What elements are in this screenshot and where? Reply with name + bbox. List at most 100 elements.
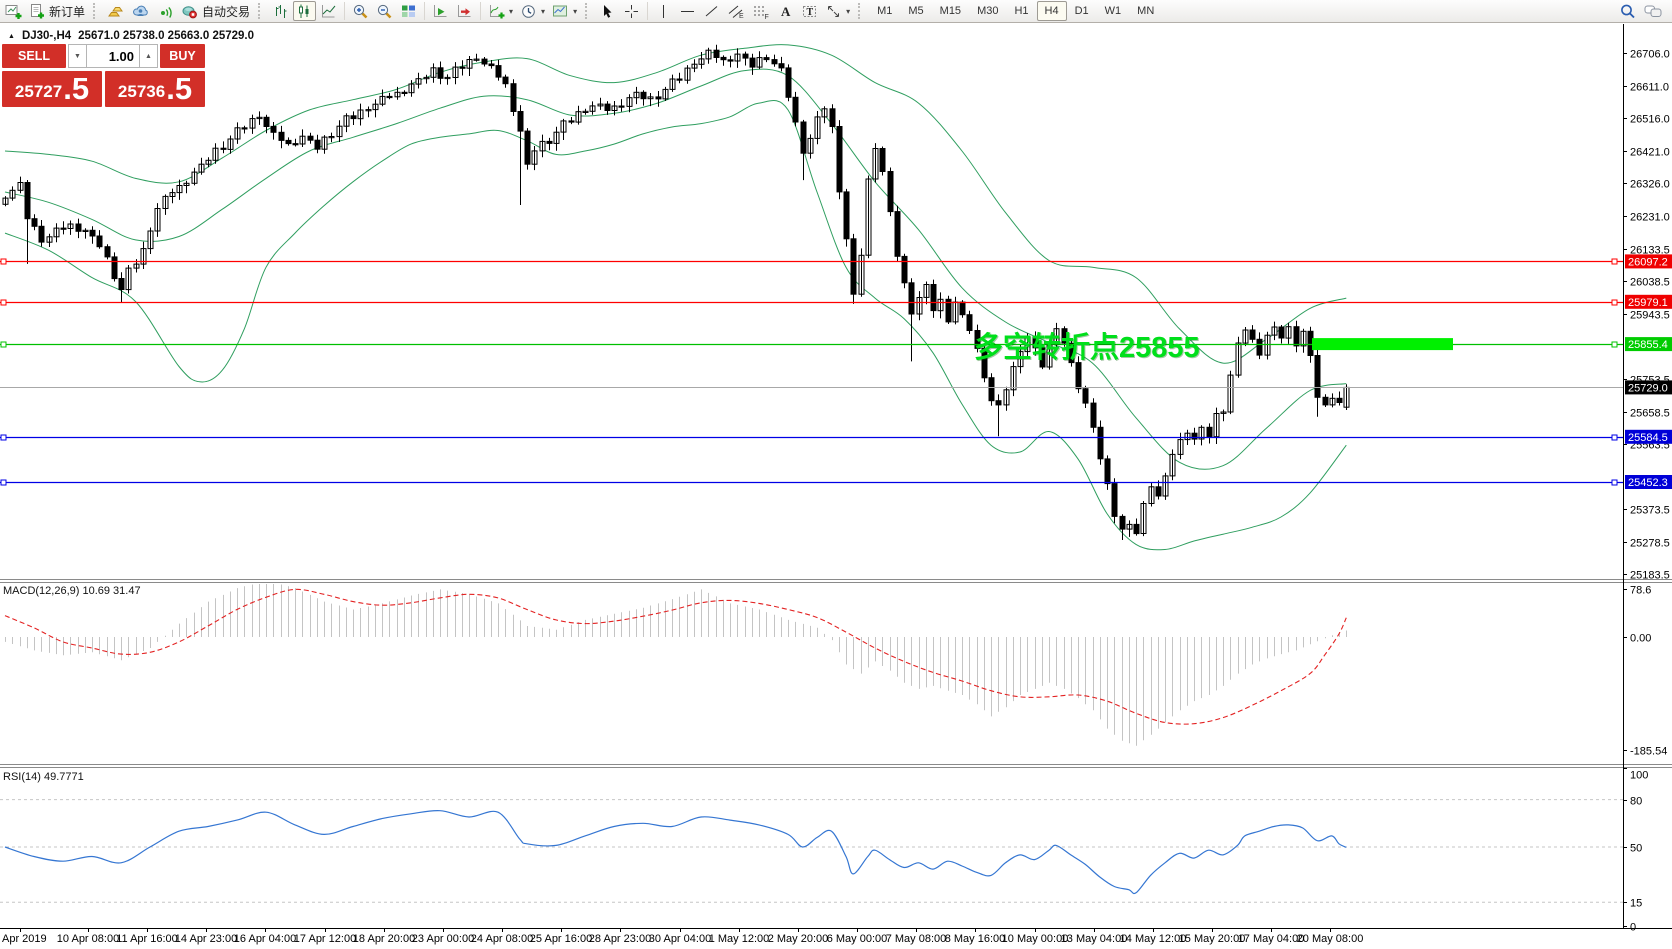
time-axis-label: 17 May 04:00 <box>1238 933 1305 945</box>
time-axis-label: 14 Apr 23:00 <box>175 933 237 945</box>
chart-shift-button[interactable] <box>453 1 476 21</box>
vertical-line-button[interactable] <box>652 1 675 21</box>
line-handle[interactable] <box>0 479 7 486</box>
price-tick-label: 26326.0 <box>1630 179 1670 191</box>
auto-scroll-button[interactable] <box>429 1 452 21</box>
rsi-pane[interactable] <box>0 799 1623 903</box>
clock-icon <box>522 4 535 18</box>
toolbar-separator <box>647 2 649 20</box>
time-axis-label: 1 May 12:00 <box>709 933 770 945</box>
current-price-label <box>1625 380 1672 395</box>
zoom-in-icon <box>353 4 368 18</box>
arrows-shapes-icon <box>828 5 840 17</box>
fibonacci-button[interactable]: F <box>749 1 773 21</box>
text-label-icon: T <box>803 5 817 18</box>
periods-button[interactable]: ▾ <box>517 1 548 21</box>
cloud-user-button[interactable] <box>129 1 153 21</box>
tile-windows-button[interactable] <box>397 1 420 21</box>
time-axis-label: 10 Apr 08:00 <box>57 933 119 945</box>
chevron-down-icon: ▾ <box>846 6 851 16</box>
price-pane[interactable] <box>2 44 1350 551</box>
crosshair-button[interactable] <box>620 1 643 21</box>
timeframe-M5[interactable]: M5 <box>908 5 924 17</box>
indicators-button[interactable]: ▾ <box>485 1 516 21</box>
time-axis-label: 11 Apr 16:00 <box>116 933 178 945</box>
gold-bars-button[interactable] <box>104 1 128 21</box>
vertical-line-icon <box>663 4 665 18</box>
axis-label-25979.1-text: 25979.1 <box>1628 297 1668 309</box>
line-handle[interactable] <box>0 341 7 348</box>
timeframe-M30[interactable]: M30 <box>977 5 999 17</box>
price-tick-label: 26516.0 <box>1630 114 1670 126</box>
axis-label-25452.3-text: 25452.3 <box>1628 477 1668 489</box>
price-tick-label: 26611.0 <box>1630 82 1669 94</box>
toolbar-grip <box>258 3 264 19</box>
line-handle[interactable] <box>0 299 7 306</box>
line-handle[interactable] <box>1611 258 1618 265</box>
time-axis-label: 24 Apr 08:00 <box>471 933 533 945</box>
line-handle[interactable] <box>0 258 7 265</box>
axis-label-26097.2 <box>1625 254 1672 269</box>
label-button[interactable]: T <box>798 1 821 21</box>
autotrade-label: 自动交易 <box>202 4 251 19</box>
horizontal-line-icon <box>681 10 695 12</box>
time-axis-label: 13 May 04:00 <box>1061 933 1128 945</box>
symbol-period: DJ30-,H4 <box>21 30 72 42</box>
volume-input[interactable]: 1.00 <box>87 44 139 68</box>
zoom-in-button[interactable] <box>349 1 372 21</box>
signal-button[interactable] <box>154 1 177 21</box>
new-order-button[interactable]: 新订单 <box>26 1 88 21</box>
text-button[interactable]: A <box>774 1 797 21</box>
cursor-button[interactable] <box>596 1 619 21</box>
timeframe-M1[interactable]: M1 <box>877 5 893 17</box>
time-axis-label: 7 May 08:00 <box>886 933 947 945</box>
shapes-button[interactable]: ▾ <box>822 1 853 21</box>
time-axis-label: 2 May 20:00 <box>768 933 829 945</box>
line-handle[interactable] <box>0 434 7 441</box>
svg-text:T: T <box>807 7 814 18</box>
timeframe-D1[interactable]: D1 <box>1074 5 1089 17</box>
buy-price[interactable]: 25736.5 <box>105 71 205 107</box>
timeframe-M15[interactable]: M15 <box>939 5 962 17</box>
new-chart-button[interactable] <box>2 1 25 21</box>
autotrade-button[interactable]: 自动交易 <box>178 1 253 21</box>
macd-tick-label: -185.54 <box>1630 746 1667 758</box>
line-handle[interactable] <box>1611 479 1618 486</box>
timeframe-H4[interactable]: H4 <box>1036 1 1067 21</box>
volume-increase-button[interactable]: ▲ <box>139 44 158 68</box>
templates-button[interactable]: ▾ <box>549 1 580 21</box>
timeframe-H1[interactable]: H1 <box>1014 5 1029 17</box>
green-rectangle-object[interactable] <box>1312 338 1453 351</box>
axis-label-26097.2-text: 26097.2 <box>1628 256 1668 268</box>
channel-button[interactable]: E <box>724 1 748 21</box>
timeframe-W1[interactable]: W1 <box>1104 5 1122 17</box>
trendline-button[interactable] <box>700 1 723 21</box>
time-axis-label: 30 Apr 04:00 <box>649 933 711 945</box>
volume-decrease-button[interactable]: ▼ <box>68 44 87 68</box>
sell-button[interactable]: SELL <box>2 44 66 68</box>
bar-chart-button[interactable] <box>269 1 292 21</box>
chart-canvas[interactable]: 26706.0 26611.0 26516.0 26421.0 26326.0 26231… <box>0 24 1672 949</box>
toolbar-separator <box>424 2 426 20</box>
expand-triangle-icon[interactable]: ▲ <box>8 32 15 40</box>
rsi-tick-label: 80 <box>1630 796 1642 808</box>
horizontal-line-button[interactable] <box>676 1 699 21</box>
timeframe-MN[interactable]: MN <box>1137 5 1155 17</box>
toolbar-grip <box>93 3 99 19</box>
sell-price[interactable]: 25727.5 <box>2 71 102 107</box>
line-chart-button[interactable] <box>317 1 340 21</box>
toolbar-separator <box>344 2 346 20</box>
time-axis-label: 6 May 00:00 <box>827 933 888 945</box>
search-button[interactable] <box>1616 1 1640 21</box>
candlestick-button[interactable] <box>293 1 317 21</box>
zoom-out-button[interactable] <box>373 1 396 21</box>
chat-button[interactable] <box>1641 1 1666 21</box>
line-handle[interactable] <box>1611 299 1618 306</box>
svg-text:E: E <box>739 13 744 20</box>
line-handle[interactable] <box>1611 434 1618 441</box>
price-tick-label: 26133.5 <box>1630 245 1670 257</box>
line-handle[interactable] <box>1611 341 1618 348</box>
time-axis-label: 28 Apr 23:00 <box>589 933 651 945</box>
buy-button[interactable]: BUY <box>160 44 205 68</box>
macd-pane[interactable] <box>4 584 1347 746</box>
